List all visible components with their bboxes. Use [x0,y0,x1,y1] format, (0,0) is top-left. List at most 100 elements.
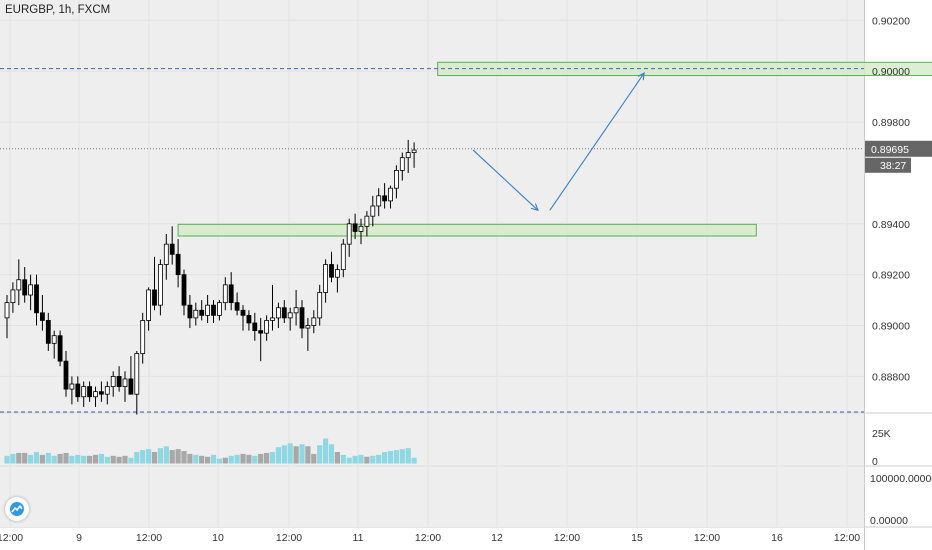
volume-bar [287,443,293,464]
candle-body [228,284,234,304]
volume-bar [358,454,364,464]
candle-body [193,309,199,319]
volume-bar [240,453,246,464]
volume-bar [128,457,134,464]
volume-bar [28,454,34,464]
volume-bar [399,449,405,464]
candle-body [317,292,323,319]
candle-body [34,284,39,314]
indicator-pane-bg [0,467,864,527]
candle-body [358,225,364,232]
volume-bar [210,454,217,464]
volume-bar [323,438,329,464]
volume-bar [69,455,75,464]
volume-bar [387,451,394,464]
volume-bar [193,454,199,464]
volume-bar [140,450,146,464]
time-tick-label: 9 [76,532,82,544]
candle-body [134,353,140,395]
volume-bar [134,451,140,464]
tradingview-logo-icon[interactable] [5,497,29,521]
volume-bar [75,454,81,464]
projection-arrow-1 [472,149,538,210]
volume-bar [293,446,299,464]
volume-bar [393,450,399,464]
symbol-title[interactable]: EURGBP, 1h, FXCM [5,4,111,16]
candle-body [104,386,110,395]
volume-bar [81,455,87,464]
candle-body [163,243,169,265]
time-tick-label: 11 [353,532,364,544]
volume-bar [51,455,57,464]
candle-body [211,304,216,316]
price-axis[interactable]: 0.90200 0.90000 0.89800 0.89400 0.89200 0.890… [872,15,910,383]
volume-axis: 25K 0 [872,428,891,468]
price-tick-label: 0.89200 [872,270,910,282]
volume-bar [328,444,335,464]
time-tick-label: 10 [212,532,224,544]
volume-bar [92,454,99,464]
candle-body [10,289,16,304]
countdown-tag-bg [865,157,911,173]
volume-bar [98,453,104,464]
volume-bar [352,455,358,464]
volume-bar [122,455,128,464]
candle-body [75,383,81,398]
candle-body [299,307,305,329]
candle-body [181,274,187,306]
candle-body [152,289,157,306]
candle-body [187,304,193,319]
time-tick-label: 12:00 [694,532,720,544]
candle-body [4,302,10,319]
candle-body [240,309,246,316]
candle-body [293,307,299,314]
volume-bar [246,454,252,464]
candle-body [22,279,28,296]
volume-bar [269,451,276,464]
candle-body [175,253,181,276]
candle-body [140,320,146,354]
candle-body [399,157,405,171]
candle-body [275,307,281,319]
candle-body [128,378,134,395]
candle-body [405,152,411,159]
volume-bar [45,452,51,464]
time-tick-label: 12:00 [0,532,23,544]
candle-body [364,215,370,227]
volume-bars-layer [4,438,417,464]
candle-body [340,243,346,270]
volume-bar [10,453,16,464]
volume-bar [305,446,311,464]
candle-body [63,360,69,390]
time-tick-label: 12:00 [834,532,860,544]
time-tick-label: 12:00 [554,532,580,544]
volume-bar [317,445,323,464]
candle-body [93,391,98,398]
volume-bar [181,451,187,464]
volume-bar [370,455,376,464]
volume-bar [299,444,305,464]
volume-bar [39,454,45,464]
volume-bar [163,446,169,464]
volume-bar [22,452,28,464]
candle-body [69,383,75,390]
candle-body [281,307,287,319]
volume-bar [275,447,281,464]
demand-zone-2 [177,223,757,237]
candle-body [329,264,334,278]
volume-bar [63,452,69,464]
volume-bar [157,448,163,464]
candle-body [40,312,45,321]
candle-body [99,391,104,395]
time-axis[interactable]: 12:00 9 12:00 10 12:00 11 12:00 12 12:00 15 12:00 1… [0,532,860,544]
candle-body [222,284,228,304]
volume-bar [234,454,240,464]
time-tick-label: 16 [771,532,783,544]
current-price-tag: 0.89695 38:27 [865,140,932,173]
volume-bar [346,457,352,464]
volume-bar [405,448,411,464]
candle-body [28,284,34,296]
candle-body [45,320,51,344]
volume-bar [258,453,264,464]
